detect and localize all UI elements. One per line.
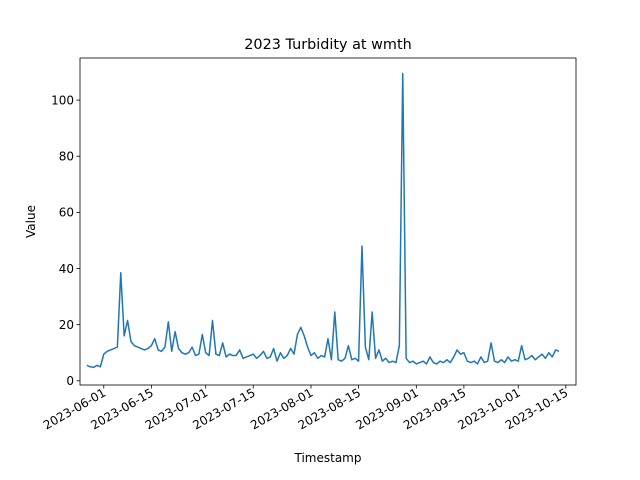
y-tick-label: 100	[51, 93, 74, 107]
chart-title: 2023 Turbidity at wmth	[244, 37, 411, 53]
y-axis-label: Value	[24, 205, 38, 238]
series-layer	[86, 72, 560, 369]
plot-area: 0 20 40 60 80 100 2023-06-012023-06-152023-07…	[41, 57, 577, 432]
y-tick-label: 20	[59, 318, 74, 332]
x-axis-ticks: 2023-06-012023-06-152023-07-012023-07-15…	[41, 385, 570, 432]
y-tick-label: 40	[59, 262, 74, 276]
x-axis-label: Timestamp	[294, 451, 362, 465]
y-tick-label: 60	[59, 206, 74, 220]
y-tick-label: 0	[66, 374, 74, 388]
plot-frame	[79, 57, 577, 386]
y-tick-label: 80	[59, 150, 74, 164]
series-line-0	[86, 72, 560, 369]
y-axis-ticks: 0 20 40 60 80 100	[51, 93, 80, 388]
